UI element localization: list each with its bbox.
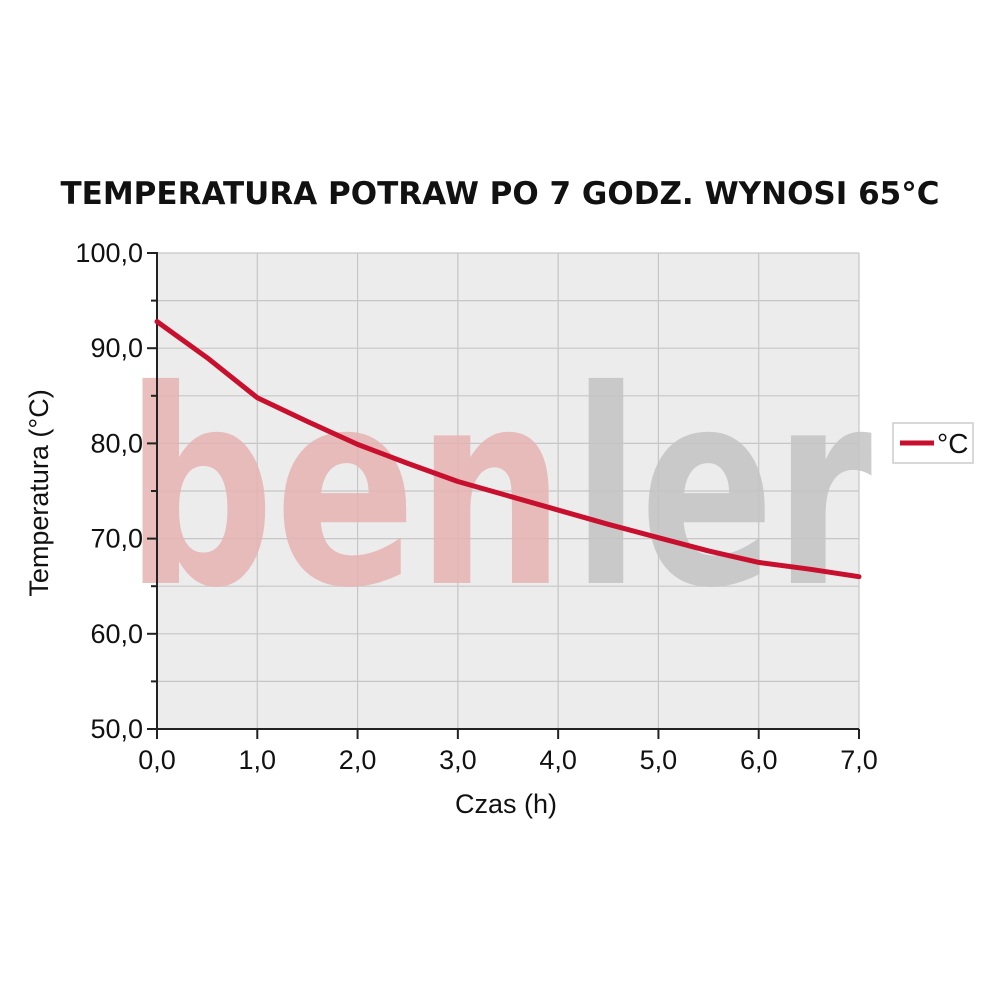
y-tick-label: 50,0 [90,714,143,744]
tick-labels: 50,0 60,0 70,0 80,0 90,0 100,0 0,0 1,0 2,0 3,0 4,0… [75,238,877,775]
axes [147,252,860,739]
y-tick-label: 80,0 [90,428,143,458]
series-layer [154,319,862,580]
x-tick-label: 4,0 [539,745,577,775]
legend-label: °C [937,428,968,459]
watermark-ben: ben [125,332,565,647]
x-tick-label: 6,0 [740,745,778,775]
y-tick-label: 100,0 [75,238,143,268]
watermark-logo: ben ler [125,332,873,647]
y-axis-label: Temperatura (°C) [24,389,54,596]
x-axis-label: Czas (h) [455,789,557,819]
chart-title: TEMPERATURA POTRAW PO 7 GODZ. WYNOSI 65°… [61,176,940,212]
series-line-temperature [154,319,862,580]
x-tick-label: 0,0 [138,745,176,775]
legend: °C [892,422,974,464]
x-tick-label: 1,0 [239,745,277,775]
y-tick-label: 60,0 [90,619,143,649]
watermark-ler: ler [572,332,873,647]
x-tick-label: 3,0 [439,745,477,775]
grid-lines [157,252,860,729]
y-tick-label: 70,0 [90,524,143,554]
x-tick-label: 7,0 [840,745,878,775]
x-tick-label: 2,0 [339,745,377,775]
y-tick-label: 90,0 [90,333,143,363]
x-tick-label: 5,0 [640,745,678,775]
